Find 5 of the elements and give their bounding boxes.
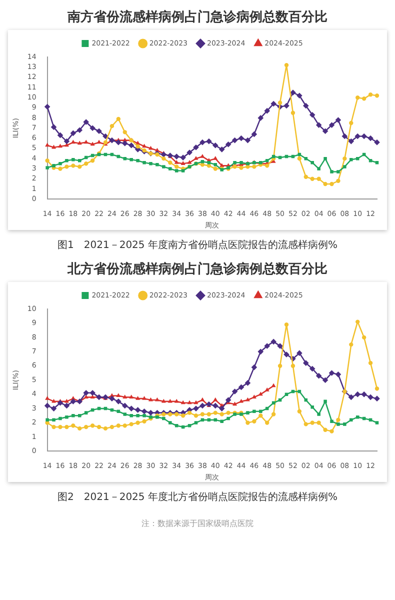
chart-title: 北方省份流感样病例占门急诊病例总数百分比 [66,260,328,278]
caption: 图1 2021－2025 年度南方省份哨点医院报告的流感样病例% [56,238,338,252]
text: 注：数据来源于国家级哨点医院 [140,518,254,529]
chart-title: 南方省份流感样病例占门急诊病例总数百分比 [66,8,328,26]
caption: 图2 2021－2025 年度北方省份哨点医院报告的流感样病例% [56,490,338,504]
